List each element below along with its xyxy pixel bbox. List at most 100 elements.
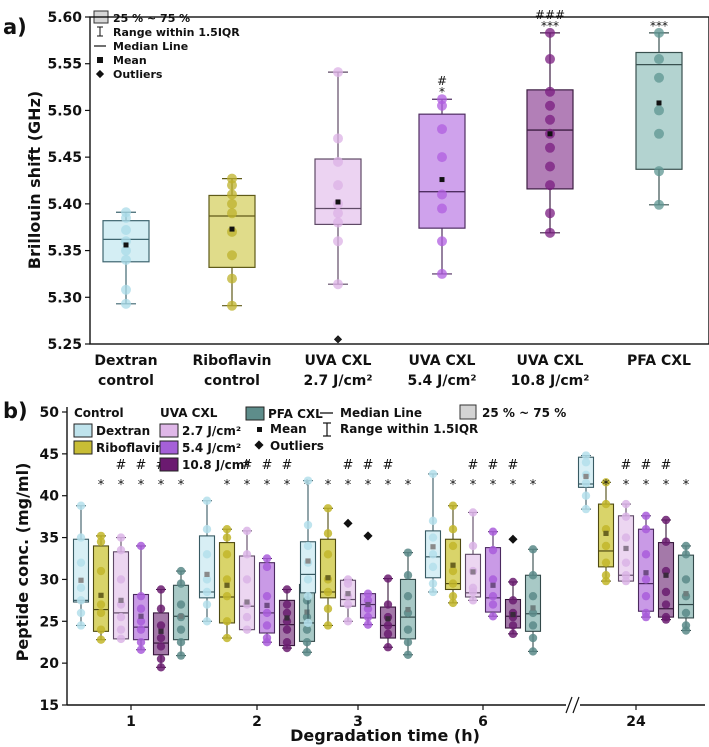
panel-b-data-point [222,550,232,559]
panel-b-data-point [262,608,272,618]
panel-b-significance-mark: # [661,458,672,473]
legend-series-swatch [159,457,179,472]
panel-a-plot-frame [89,16,709,345]
panel-a-x-label-line2: 5.4 J/cm² [407,373,476,389]
panel-a-mean-marker [439,177,445,183]
panel-a-y-tick-label: 5.45 [47,150,82,166]
panel-b-significance-mark: * [385,478,392,493]
panel-b-box-group: * [218,478,236,643]
panel-b-data-point [621,533,631,542]
panel-b-significance-mark: # [262,458,273,473]
legend-series-label: 5.4 J/cm² [182,441,241,455]
panel-a-data-point [333,236,343,247]
panel-b-data-point [96,537,106,546]
panel-b-data-point [302,625,312,634]
panel-b-data-point [302,648,312,657]
legend-outlier-swatch [95,69,105,79]
panel-a-boxes: *#***###*** [102,8,683,344]
panel-b-data-point [96,566,106,576]
panel-b-mean-marker [583,473,589,480]
panel-b-significance-mark: * [345,478,352,493]
panel-b-box-group [299,476,317,628]
panel-b-significance-mark: * [683,478,690,493]
panel-b-box-group: #* [464,458,482,605]
panel-b-data-point [156,663,166,672]
panel-b-x-tick-label: 1 [126,714,136,730]
panel-a-y-tick-label: 5.60 [47,10,82,26]
panel-a-data-point [545,208,555,219]
panel-a-box-group: *# [418,74,466,279]
panel-b-legend: Control UVA CXL Dextran Riboflavin 2.7 J/cm²… [73,404,566,472]
panel-b-box-group: * [172,478,190,660]
panel-a-box-group [208,173,256,311]
panel-b-data-point [222,617,232,626]
panel-a-data-point [121,225,131,236]
panel-b-data-point [468,596,478,605]
panel-b-data-point [302,638,312,647]
panel-b-box-group: #* [504,458,522,639]
panel-b-data-point [156,654,166,664]
panel-b-significance-mark: * [623,478,630,493]
panel-b-label: b) [3,399,28,423]
panel-a-data-point [227,300,237,311]
panel-b-significance-mark: # [621,458,632,473]
panel-b-box-group: #* [484,458,502,621]
panel-b-data-point [136,541,146,551]
panel-b-mean-marker [530,605,536,611]
panel-b-mean-marker [683,591,689,597]
panel-b-mean-marker [430,544,436,550]
panel-b-data-point [403,591,413,601]
legend-mean-label: Mean [270,422,307,436]
panel-a-data-point [654,72,664,83]
panel-b-mean-marker [510,611,516,618]
panel-b-y-tick-label: 45 [40,447,59,463]
panel-b-outlier-marker [508,534,518,544]
panel-b-x-ticks: 1 2 3 6 24 [126,705,646,730]
panel-a-y-ticks: 5.25 5.30 5.35 5.40 5.45 5.50 5.55 5.60 [47,10,90,353]
panel-b-data-point [303,618,313,628]
panel-b-data-point [222,633,232,643]
panel-b-box-group: #* [278,458,296,653]
panel-a-mean-marker [656,100,662,106]
panel-b-data-point [601,558,611,567]
panel-a-data-point [333,156,343,167]
panel-a-x-label-line1: PFA CXL [627,353,691,369]
panel-b-significance-mark: * [490,478,497,493]
panel-a-data-point [333,180,343,191]
legend-median-label: Median Line [340,406,422,420]
panel-a-data-point [654,128,664,139]
panel-a-x-label-line2: control [204,373,260,389]
panel-b-box-group: * [677,478,695,635]
panel-b-data-point [116,612,126,622]
panel-a-data-point [545,180,555,191]
panel-b-data-point [641,525,651,534]
panel-b-data-point [621,576,631,586]
panel-b-box-group: #* [359,458,377,629]
panel-b-box-group: * [319,478,337,630]
panel-b-box-group: * [597,478,615,586]
panel-b-data-point [428,562,438,572]
panel-b-data-point [448,541,458,551]
panel-b-data-point [242,612,252,622]
panel-b-significance-mark: # [136,458,147,473]
panel-a-x-label-line1: UVA CXL [517,353,584,369]
panel-b-data-point [383,600,393,609]
panel-a-x-label-line2: 2.7 J/cm² [303,373,372,389]
legend-series-swatch [245,406,265,421]
legend-series-label: PFA CXL [268,407,323,421]
panel-b-mean-marker [224,582,230,588]
panel-b-data-point [282,625,292,634]
panel-b-data-point [76,558,86,567]
panel-b-data-point [428,516,438,526]
panel-a-x-label-line1: UVA CXL [409,353,476,369]
panel-b-data-point [428,469,438,479]
panel-b-data-point [323,550,333,559]
panel-b-data-point [303,591,313,601]
panel-b-data-point [363,589,373,598]
panel-b-data-point [156,633,166,643]
panel-b-data-point [528,647,538,656]
panel-a-data-point [437,203,447,214]
legend-label: Range within 1.5IQR [113,26,240,39]
panel-b-data-point [116,533,126,542]
panel-b-data-point [202,587,212,597]
